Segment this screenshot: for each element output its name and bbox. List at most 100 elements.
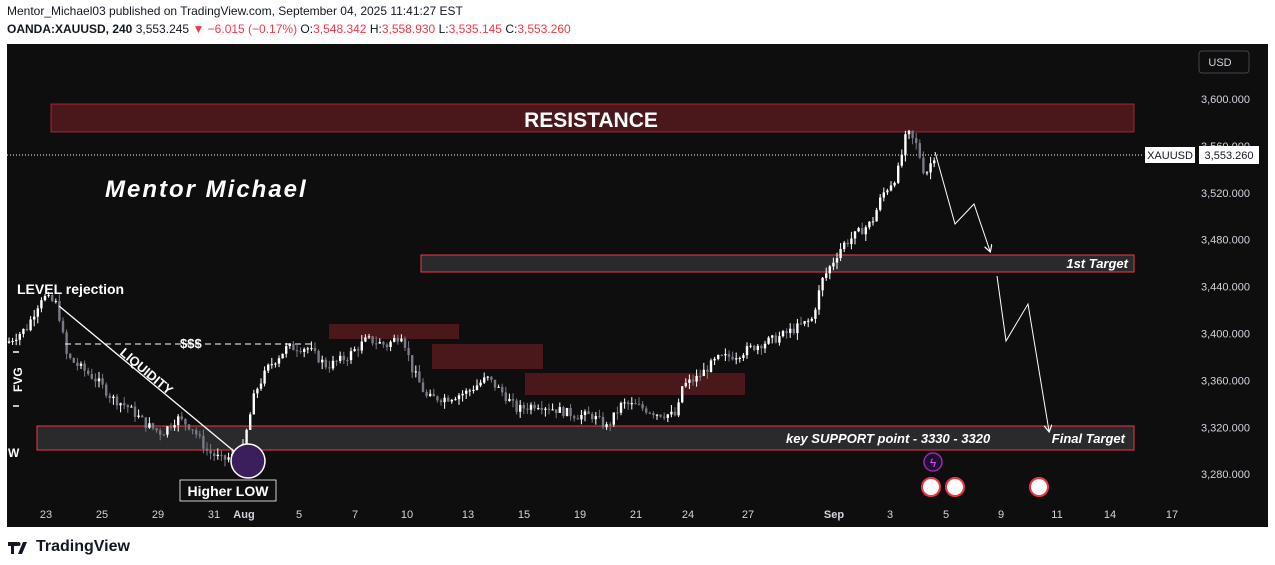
candle-body <box>547 408 551 410</box>
symbol-price-tag-text: XAUUSD <box>1147 150 1193 162</box>
x-tick-label: Sep <box>824 509 844 521</box>
candle-body <box>918 143 921 158</box>
candle-body <box>94 378 97 382</box>
candle-body <box>159 430 162 435</box>
candle-body <box>684 382 687 387</box>
y-tick-label: 3,360.000 <box>1201 375 1250 387</box>
candle-body <box>673 411 677 416</box>
tradingview-logo[interactable]: TradingView <box>8 538 130 556</box>
candle-body <box>407 347 410 356</box>
candle-body <box>555 409 558 413</box>
candle-body <box>375 343 378 345</box>
candle-body <box>537 408 540 410</box>
candle-body <box>850 238 853 245</box>
y-tick-label: 3,320.000 <box>1201 422 1250 434</box>
candle-body <box>259 383 263 389</box>
projection-arrow-1 <box>934 151 990 251</box>
candle-body <box>490 376 493 380</box>
us-flag-icon[interactable] <box>921 477 941 497</box>
low-value: 3,535.145 <box>448 22 502 36</box>
candle-body <box>580 414 583 420</box>
candle-body <box>245 429 248 444</box>
candle-body <box>612 412 615 425</box>
candle-body <box>295 350 299 352</box>
candle-body <box>310 348 313 350</box>
candle-body <box>457 395 461 400</box>
candle-body <box>796 323 799 334</box>
candle-body <box>285 346 288 354</box>
candle-body <box>450 399 453 402</box>
tradingview-logo-icon <box>8 542 27 554</box>
candle-body <box>522 404 525 409</box>
candle-body <box>105 384 108 396</box>
candle-body <box>551 409 554 411</box>
candle-body <box>313 348 317 351</box>
candle-body <box>774 335 777 343</box>
candle-body <box>418 371 421 383</box>
candle-body <box>7 341 11 343</box>
candle-body <box>216 454 219 457</box>
candle-body <box>630 403 633 405</box>
candle-body <box>828 266 831 274</box>
candle-body <box>519 404 522 412</box>
candle-body <box>396 338 399 342</box>
x-tick-label: 13 <box>462 509 474 521</box>
first-target-zone <box>420 254 1135 273</box>
candle-body <box>43 296 47 301</box>
x-tick-label: 19 <box>574 509 586 521</box>
candle-body <box>202 435 205 449</box>
y-tick-label: 3,400.000 <box>1201 329 1250 341</box>
symbol-label[interactable]: OANDA:XAUUSD, 240 <box>7 22 133 36</box>
candle-body <box>576 418 579 420</box>
x-tick-label: 11 <box>1051 509 1062 521</box>
chart-canvas[interactable]: RESISTANCE Mentor Michael LEVEL rejectio… <box>7 44 1268 527</box>
candle-body <box>393 338 396 342</box>
currency-button[interactable] <box>1198 50 1250 74</box>
candle-body <box>353 349 356 352</box>
candle-body <box>184 418 187 425</box>
x-tick-label: 3 <box>887 509 893 521</box>
candle-body <box>634 403 637 405</box>
candle-body <box>177 416 180 425</box>
candle-body <box>360 341 363 351</box>
us-flag-icon[interactable] <box>945 477 965 497</box>
candle-body <box>670 411 673 415</box>
high-value: 3,558.930 <box>381 22 436 36</box>
candle-body <box>789 328 792 334</box>
candle-body <box>25 328 29 331</box>
candle-body <box>15 339 18 342</box>
candle-body <box>403 338 407 348</box>
us-flag-icon[interactable] <box>1029 477 1049 497</box>
candle-body <box>587 411 590 415</box>
lightning-icon[interactable] <box>923 452 943 472</box>
candle-body <box>515 400 518 412</box>
candle-body <box>180 416 183 419</box>
candle-body <box>868 221 871 228</box>
candle-body <box>486 376 489 378</box>
candle-body <box>594 416 597 420</box>
candle-body <box>623 402 626 404</box>
x-tick-label: 5 <box>296 509 302 521</box>
candle-body <box>803 321 806 324</box>
candle-body <box>303 349 306 352</box>
price-chart-svg[interactable]: RESISTANCE Mentor Michael LEVEL rejectio… <box>7 44 1268 527</box>
candle-body <box>468 390 471 392</box>
time-axis[interactable]: 23 25 29 31 Aug 5 7 10 13 15 19 21 24 27 Sep 3 5 9 11 14 17 <box>40 509 1178 521</box>
candle-body <box>252 393 255 415</box>
x-tick-label: 29 <box>152 509 164 521</box>
candle-body <box>198 434 201 436</box>
y-tick-label: 3,600.000 <box>1201 94 1250 106</box>
candle-body <box>97 378 101 382</box>
candle-body <box>281 353 284 359</box>
candle-body <box>645 408 648 413</box>
ohlc-legend: OANDA:XAUUSD, 240 3,553.245 ▼ −6.015 (−0… <box>7 22 571 36</box>
open-label: O: <box>300 22 314 36</box>
currency-label[interactable]: USD <box>1208 57 1231 69</box>
event-icons[interactable]: ϟ <box>921 452 1049 497</box>
support-label: key SUPPORT point - 3330 - 3320 <box>786 431 991 446</box>
last-price-tag <box>1199 146 1259 164</box>
candle-body <box>839 248 842 259</box>
candle-body <box>598 416 601 418</box>
candle-body <box>439 400 443 403</box>
candle-body <box>727 354 731 357</box>
